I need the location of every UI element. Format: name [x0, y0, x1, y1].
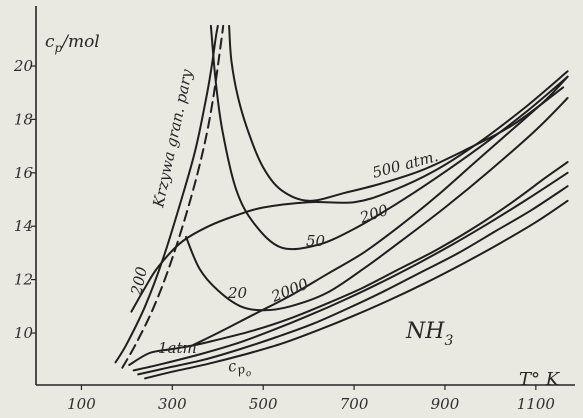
x-tick-label: 300: [158, 395, 187, 413]
y-axis-label: cp/mol: [45, 32, 100, 55]
y-tick-label: 16: [14, 164, 34, 182]
y-tick-label: 12: [14, 271, 33, 289]
x-tick-label: 100: [67, 395, 96, 413]
x-tick-label: 1100: [517, 395, 556, 413]
substance-label: NH3: [405, 319, 453, 349]
series-line-1: [209, 24, 569, 251]
series-line-6: [144, 199, 569, 380]
x-tick-label: 700: [340, 395, 369, 413]
series-line-0: [228, 24, 565, 202]
label-50: 50: [306, 232, 326, 250]
tick-labels: 100 300 500 700 900 1100 10 12 14 16 18 20: [13, 57, 555, 413]
series-line-9: [114, 24, 219, 364]
x-axis-label: T° K: [519, 369, 561, 390]
series-line-4: [189, 75, 569, 348]
y-tick-label: 10: [14, 324, 34, 342]
label-20: 20: [227, 284, 248, 302]
label-200-dashed: 200: [127, 265, 151, 298]
label-1atm: 1atm: [158, 339, 197, 357]
series-clip-group: [114, 24, 569, 380]
y-tick-label: 18: [14, 110, 33, 128]
y-tick-label: 20: [13, 57, 34, 75]
axes: [31, 6, 575, 390]
label-200: 200: [357, 201, 391, 227]
series-line-5: [128, 161, 569, 366]
x-tick-label: 500: [249, 395, 278, 413]
y-tick-label: 14: [14, 217, 33, 235]
x-tick-label: 900: [431, 395, 460, 413]
series-line-3: [185, 97, 569, 312]
series-line-7: [132, 171, 569, 372]
label-cp0: cpo: [226, 354, 253, 383]
label-krzywa-gran-pary: Krzywa gran. pary: [149, 67, 196, 210]
series-line-8: [137, 185, 569, 376]
series-group: [114, 24, 569, 380]
series-line-10: [121, 24, 225, 369]
